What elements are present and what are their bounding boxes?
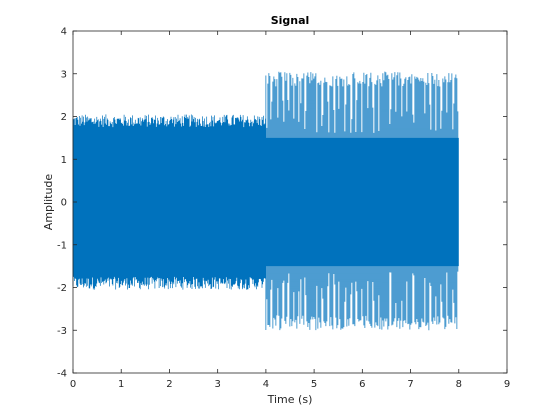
signal-segment	[72, 114, 266, 290]
x-tick-label: 4	[263, 379, 269, 390]
x-tick-label: 6	[359, 379, 365, 390]
x-axis-ticks: 0 1 2 3 4 5 6 7 8 9	[70, 31, 510, 390]
y-tick-label: 0	[61, 198, 67, 209]
x-tick-label: 7	[407, 379, 413, 390]
x-axis-label: Time (s)	[267, 393, 313, 406]
x-tick-label: 8	[456, 379, 462, 390]
y-tick-label: 3	[61, 69, 67, 80]
y-tick-label: 4	[61, 27, 67, 38]
x-tick-label: 5	[311, 379, 317, 390]
y-tick-label: 1	[61, 155, 67, 166]
y-axis-ticks: -4 -3 -2 -1 0 1 2 3 4	[57, 27, 507, 380]
x-tick-label: 3	[214, 379, 220, 390]
y-tick-label: -3	[57, 326, 67, 337]
y-tick-label: -1	[57, 240, 67, 251]
signal-series	[72, 71, 459, 331]
x-tick-label: 9	[504, 379, 510, 390]
chart-title: Signal	[271, 14, 310, 27]
y-tick-label: 2	[61, 112, 67, 123]
x-tick-label: 1	[118, 379, 124, 390]
x-tick-label: 0	[70, 379, 76, 390]
signal-trace	[265, 71, 459, 331]
x-tick-label: 2	[166, 379, 172, 390]
signal-trace	[72, 114, 266, 290]
y-axis-label: Amplitude	[42, 174, 55, 231]
y-tick-label: -4	[57, 369, 67, 380]
y-tick-label: -2	[57, 283, 67, 294]
signal-segment	[265, 71, 459, 331]
